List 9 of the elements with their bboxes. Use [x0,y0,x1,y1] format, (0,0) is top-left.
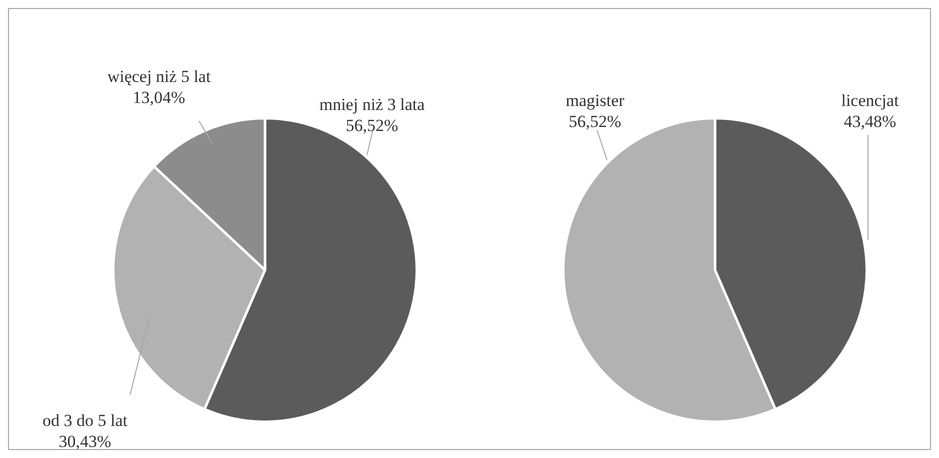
slice-label: magister [566,90,625,110]
slice-label: więcej niż 5 lat [107,66,211,86]
slice-label: mniej niż 3 lata [319,94,426,114]
data-label: 43,48% [844,112,896,131]
slice-label: licencjat [841,90,900,110]
data-label: 56,52% [568,112,622,131]
slice-label: od 3 do 5 lat [42,410,128,430]
data-label: 56,52% [346,116,398,135]
data-label: 13,04% [132,88,186,107]
